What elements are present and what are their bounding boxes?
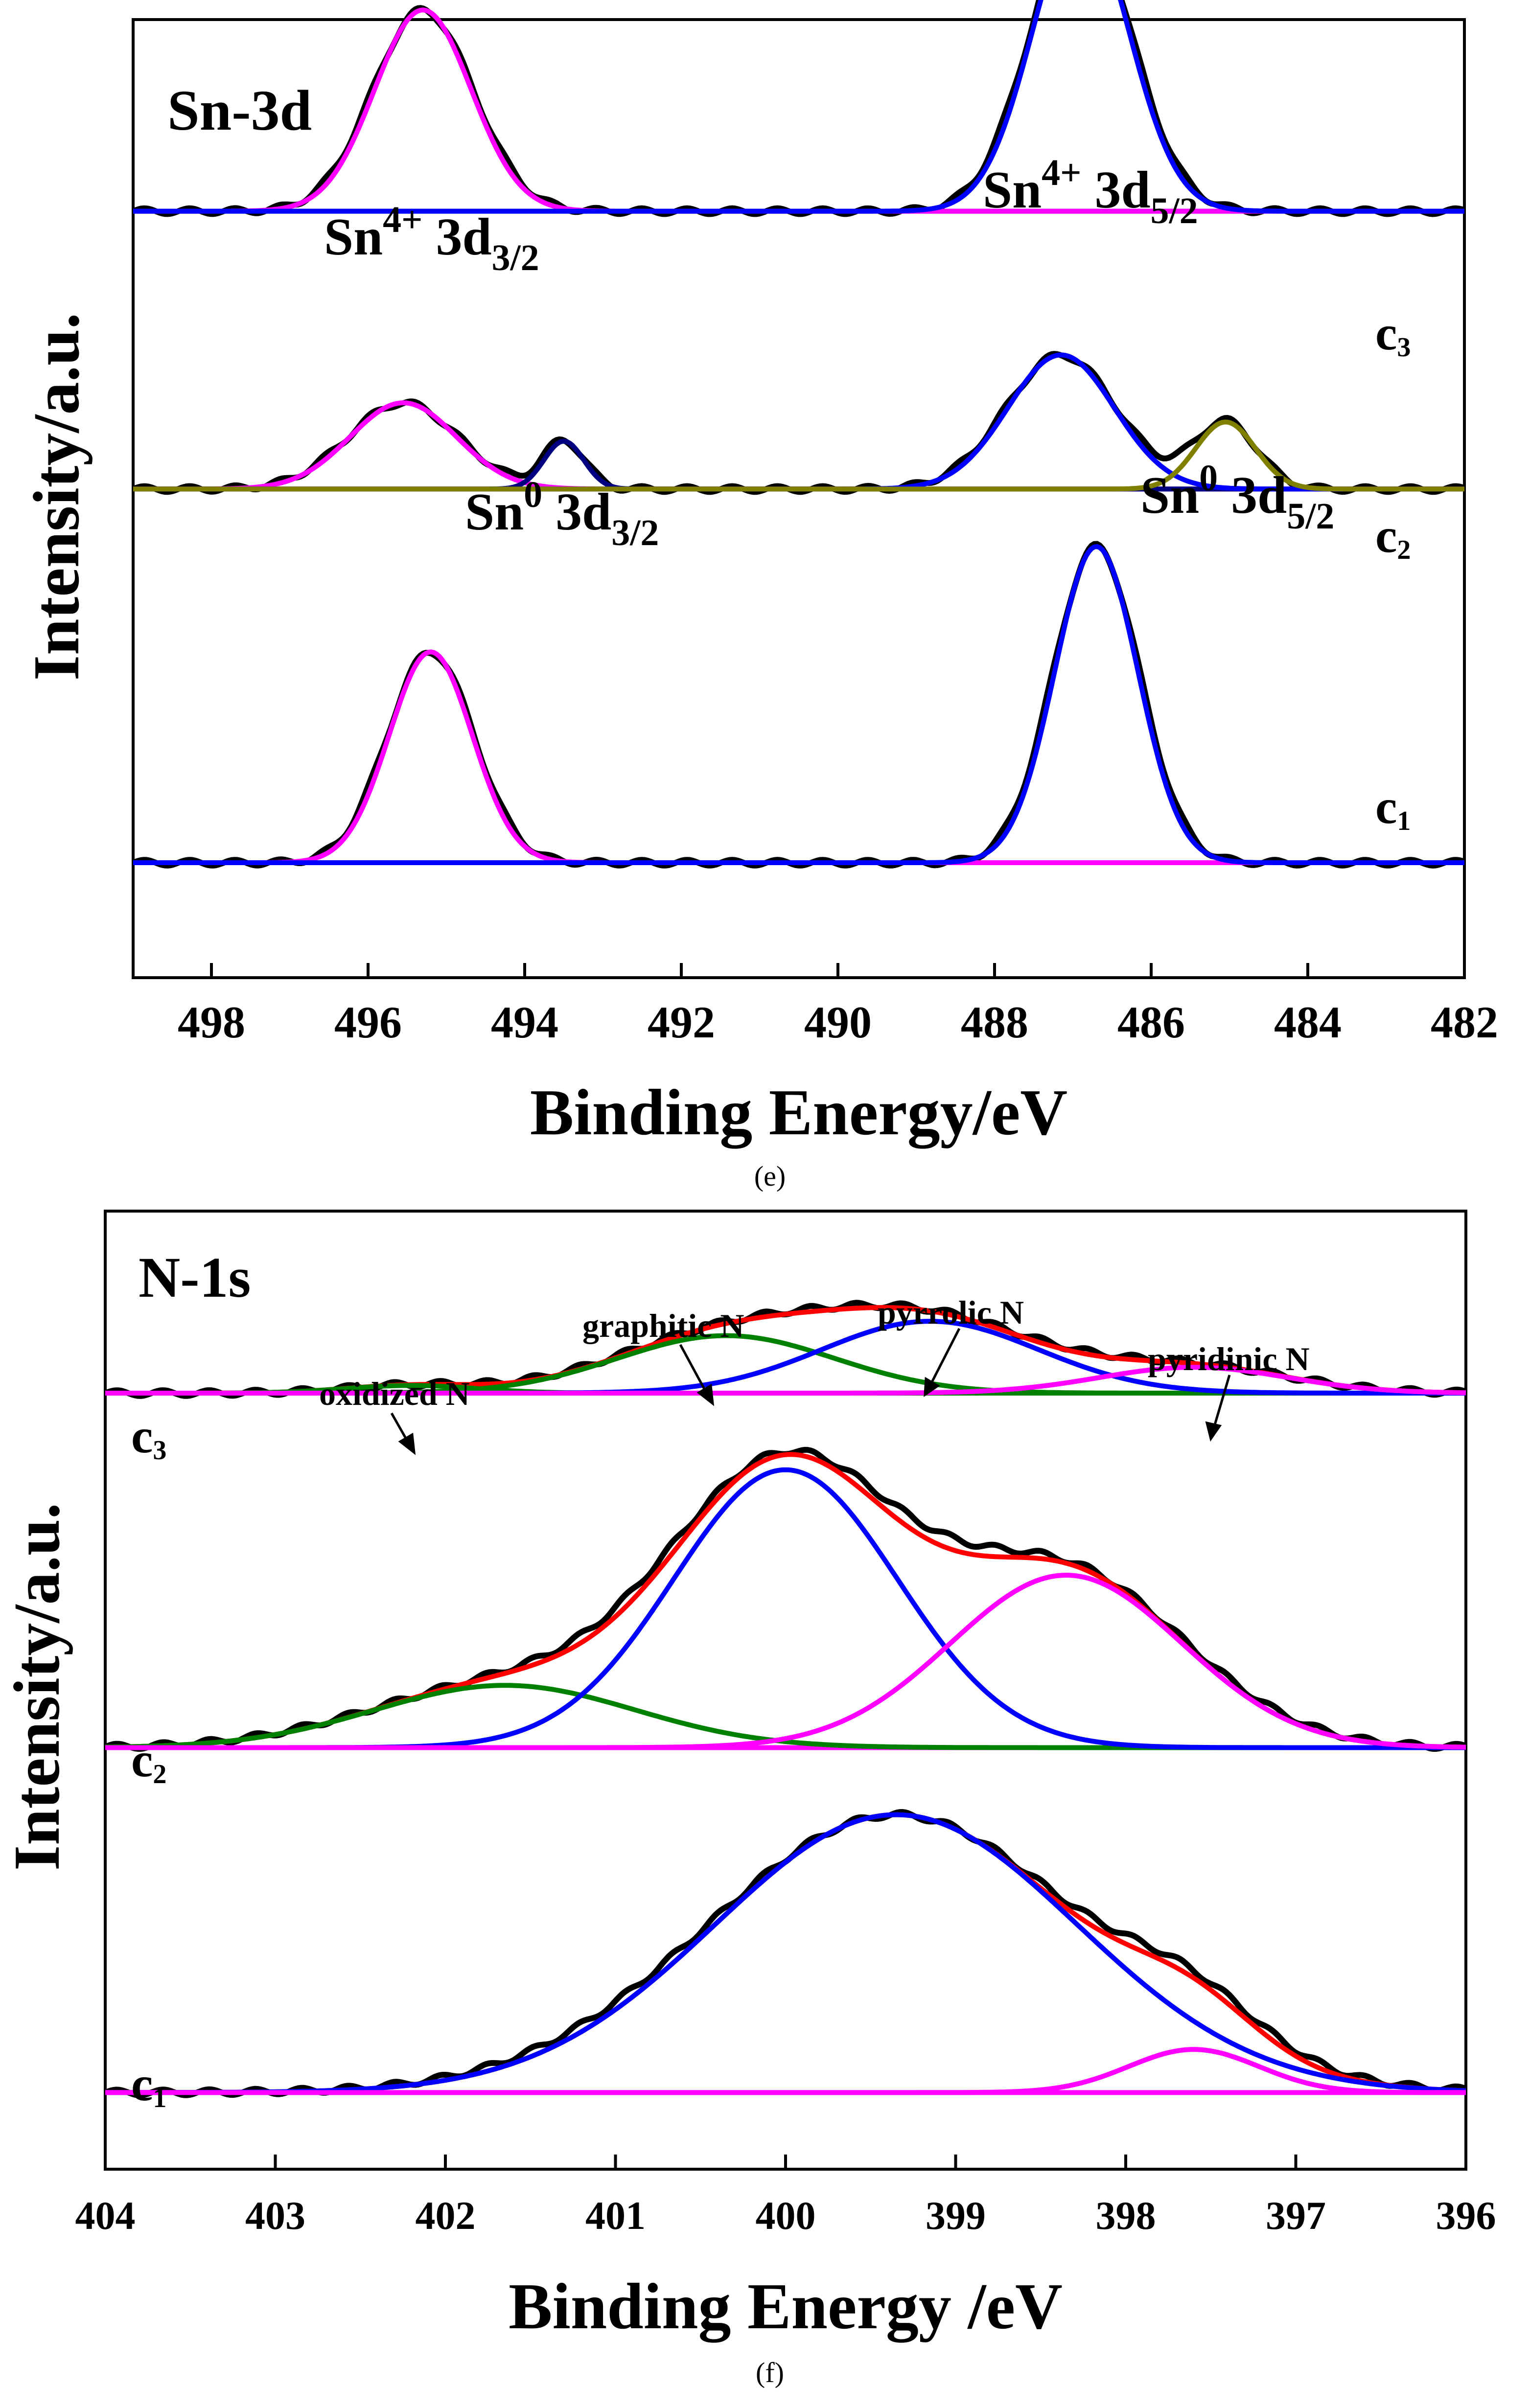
panel-f-raw-c1 [104,1809,1467,2099]
arrow-head-oxidized-n [398,1432,416,1455]
panel-e-y-axis-label: Intensity/a.u. [20,313,93,681]
panel-f-tick-label-404: 404 [75,2193,136,2238]
panel-e-tick-label-492: 492 [648,997,715,1047]
panel-e-title: Sn-3d [167,78,312,142]
panel-e-sn3d: 498 496 494 492 490 488 486 484 482 Sn-3d Bindin… [20,0,1498,1192]
panel-f-sample-label-c1: c1 [131,2057,166,2113]
panel-e-raw-c3 [132,0,1465,217]
panel-e-annotation-sn0-3d32: Sn0 3d3/2 [465,474,659,553]
panel-f-sample-label-c2: c2 [131,1733,166,1789]
panel-f-n1s: 404 403 402 401 400 399 398 397 396 N-1s Binding… [0,1210,1496,2388]
panel-f-x-axis-label: Binding Energy /eV [509,2270,1063,2343]
panel-f-annotation-graphitic-n: graphitic N [582,1307,744,1344]
panel-f-tick-label-397: 397 [1266,2193,1326,2238]
panel-e-tick-label-488: 488 [961,997,1028,1047]
panel-f-tick-label-396: 396 [1436,2193,1496,2238]
panel-f-caption: (f) [756,2357,784,2388]
panel-f-annotation-pyrrolic-n: pyrrolic N [878,1294,1024,1331]
panel-e-peak-c3-0 [133,7,1464,214]
panel-e-curves [132,0,1465,869]
panel-f-annotation-arrows [390,1328,1231,1455]
arrow-head-pyridinic-n [1205,1421,1222,1442]
panel-e-sample-label-c1: c1 [1375,780,1411,836]
panel-f-tick-label-399: 399 [926,2193,986,2238]
panel-e-tick-label-486: 486 [1117,997,1185,1047]
panel-e-peak-c1-0 [133,649,1464,865]
arrow-pyridinic-n [1211,1375,1231,1432]
panel-f-annotation-oxidized-n: oxidized N [319,1375,470,1412]
panel-e-sample-label-c2: c2 [1375,508,1411,565]
panel-e-tick-label-494: 494 [491,997,558,1047]
panel-f-curves [104,1300,1467,2099]
panel-f-sample-label-c3: c3 [131,1409,166,1466]
arrow-head-graphitic-n [696,1383,715,1406]
panel-f-y-axis-label: Intensity/a.u. [0,1503,73,1871]
panel-e-peak-c2-3 [133,419,1464,492]
panel-e-tick-label-496: 496 [334,997,402,1047]
panel-e-frame [132,18,1466,979]
panel-f-x-ticks: 404 403 402 401 400 399 398 397 396 [75,2155,1496,2238]
panel-e-tick-label-490: 490 [804,997,872,1047]
panel-e-tick-label-484: 484 [1274,997,1342,1047]
panel-e-sample-label-c3: c3 [1375,306,1411,363]
panel-f-peak-c1-0 [105,1812,1466,2095]
panel-f-peak-c2-2 [105,1572,1466,1750]
panel-f-fit-total-c1 [105,1812,1466,2095]
panel-f-tick-label-403: 403 [245,2193,305,2238]
panel-f-tick-label-400: 400 [756,2193,816,2238]
panel-f-tick-label-401: 401 [585,2193,646,2238]
arrow-pyrrolic-n [927,1328,961,1389]
panel-e-annotation-sn0-3d52: Sn0 3d5/2 [1140,458,1334,537]
panel-f-title: N-1s [139,1245,251,1309]
panel-e-annotation-sn4-3d32: Sn4+ 3d3/2 [324,199,539,278]
panel-f-tick-label-402: 402 [416,2193,476,2238]
panel-f-tick-label-398: 398 [1096,2193,1156,2238]
panel-e-tick-label-482: 482 [1431,997,1498,1047]
panel-e-peak-c3-1 [133,0,1464,214]
arrow-head-pyrrolic-n [924,1376,940,1397]
panel-e-x-ticks: 498 496 494 492 490 488 486 484 482 [178,963,1498,1047]
panel-e-x-axis-label: Binding Energy/eV [530,1076,1067,1149]
panel-f-peak-c3-3 [105,1365,1466,1396]
panel-f-annotation-pyridinic-n: pyridinic N [1148,1340,1310,1377]
panel-e-caption: (e) [754,1160,786,1192]
panel-e-tick-label-498: 498 [178,997,245,1047]
panel-e-annotation-sn4-3d52: Sn4+ 3d5/2 [983,152,1198,231]
panel-e-raw-c1 [132,541,1465,869]
panel-e-peak-c1-1 [133,544,1464,865]
panel-f-peak-c1-1 [105,2047,1466,2095]
